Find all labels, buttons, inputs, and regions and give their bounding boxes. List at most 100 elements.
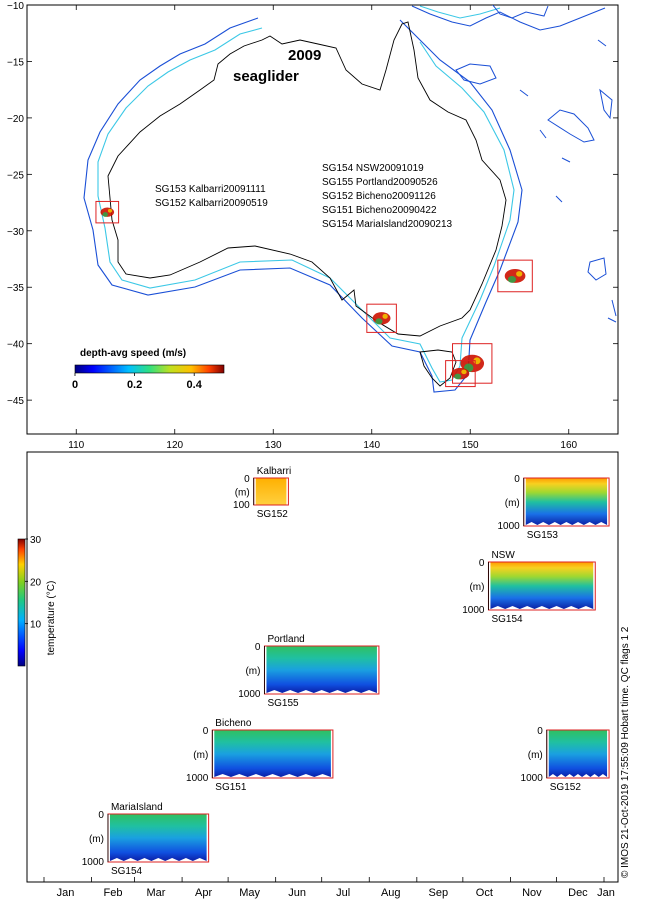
temperature-colorbar: 10 20 30 temperature (°C) (17, 535, 57, 667)
section-site-label: NSW (491, 550, 515, 561)
section-bottom-edge (490, 606, 594, 610)
month-label: Jan (57, 887, 75, 899)
section-sg153: 0 (m) 1000 SG153 (498, 474, 610, 541)
coral-sea-reefs (519, 39, 617, 323)
glider-track-mid (107, 208, 113, 213)
section-glider-label: SG153 (527, 530, 559, 541)
west-deployment-label: SG153 Kalbarri20091111 (155, 184, 266, 195)
section-data (548, 730, 608, 778)
section-depth-bottom: 1000 (521, 773, 544, 784)
section-bottom-edge (548, 774, 608, 778)
month-label: May (239, 887, 260, 899)
region-mariaisland (445, 360, 476, 388)
map-y-tick-label: −25 (7, 170, 24, 181)
glider-track-mid (516, 271, 523, 277)
section-site-label: MariaIsland (111, 802, 163, 813)
map-x-tick-label: 110 (68, 440, 84, 451)
glider-track-mid (382, 313, 388, 319)
map-x-tick-label: 150 (462, 440, 479, 451)
section-depth-top: 0 (203, 726, 209, 737)
glider-track-slow (454, 373, 462, 380)
section-glider-label: SG155 (267, 698, 299, 709)
tasmania-coastline (419, 349, 457, 387)
map-y-tick-label: −20 (7, 114, 24, 125)
speed-colorbar-ticks: 0 0.2 0.4 (72, 373, 203, 391)
map-y-tick-label: −15 (7, 57, 24, 68)
section-depth-bottom: 1000 (82, 857, 105, 868)
section-depth-top: 0 (514, 474, 520, 485)
month-label: Nov (522, 887, 542, 899)
region-box (366, 303, 397, 333)
isobath-1000m-line (83, 17, 523, 393)
month-label: Jun (288, 887, 306, 899)
section-depth-unit: (m) (235, 488, 250, 499)
map-x-tick-label: 160 (560, 440, 577, 451)
region-nsw (497, 259, 533, 293)
month-label: Dec (568, 887, 588, 899)
month-label: Jan (597, 887, 615, 899)
section-sg152: 0 (m) 1000 SG152 (521, 726, 610, 793)
region-box (445, 360, 476, 388)
temperature-sections: 0(m)100KalbarriSG1520(m)1000SG1530(m)100… (82, 466, 610, 877)
speed-colorbar-tick-label: 0.4 (187, 379, 203, 391)
map-panel: 2009 seaglider SG153 Kalbarri20091111 SG… (7, 1, 619, 451)
temperature-colorbar-bar (17, 538, 26, 667)
papua-coast-detail (492, 5, 549, 19)
section-bottom-edge (266, 690, 377, 694)
section-glider-label: SG151 (215, 782, 247, 793)
section-data (525, 478, 608, 526)
region-box (497, 259, 533, 293)
month-label: Jul (336, 887, 350, 899)
speed-colorbar-tick-label: 0 (72, 379, 78, 391)
month-label: Apr (195, 887, 212, 899)
glider-track-mid (461, 369, 467, 375)
east-deployment-label: SG155 Portland20090526 (322, 177, 438, 188)
new-caledonia-outline (547, 109, 595, 143)
temperature-colorbar-ticks: 10 20 30 (25, 535, 42, 631)
glider-track-slow (507, 275, 517, 283)
east-deployment-label: SG152 Bicheno20091126 (322, 191, 436, 202)
map-y-tick-label: −45 (7, 396, 24, 407)
map-title-year: 2009 (288, 47, 321, 64)
month-axis: Jan Feb Mar Apr May Jun Jul Aug Sep Oct Nov Dec Jan (43, 877, 615, 899)
section-site-label: Kalbarri (257, 466, 291, 477)
map-y-tick-label: −35 (7, 283, 24, 294)
speed-colorbar-label: depth-avg speed (m/s) (80, 348, 186, 359)
section-site-label: Bicheno (215, 718, 252, 729)
month-label: Aug (381, 887, 401, 899)
temperature-colorbar-tick-label: 20 (30, 577, 42, 588)
section-depth-bottom: 1000 (186, 773, 209, 784)
map-x-tick-label: 120 (166, 440, 183, 451)
section-sg154: 0 (m) 1000 NSW SG154 (462, 550, 596, 625)
section-depth-top: 0 (244, 474, 250, 485)
speed-colorbar-bar (74, 364, 225, 374)
map-y-tick-label: −30 (7, 227, 24, 238)
map-x-tick-label: 140 (363, 440, 380, 451)
australia-coastline (107, 21, 507, 337)
temperature-colorbar-label: temperature (°C) (46, 581, 57, 656)
section-bottom-edge (109, 858, 207, 862)
section-depth-unit: (m) (193, 750, 208, 761)
section-sg152: 0 (m)100 Kalbarri SG152 (233, 466, 291, 520)
section-depth-bottom: 100 (233, 500, 250, 511)
glider-track-slow (375, 318, 383, 325)
section-data (266, 646, 377, 694)
region-box (452, 343, 493, 384)
section-depth-unit: (m) (89, 834, 104, 845)
section-depth-bottom: 1000 (462, 605, 485, 616)
new-guinea-shelf (419, 5, 501, 19)
map-y-tick-label: −40 (7, 340, 24, 351)
map-x-tick-label: 130 (265, 440, 282, 451)
section-sg155: 0 (m) 1000 Portland SG155 (238, 634, 380, 709)
map-x-axis: 110 120 130 140 150 160 (68, 5, 578, 451)
section-depth-unit: (m) (245, 666, 260, 677)
section-depth-top: 0 (255, 642, 261, 653)
fiji-shelf-outline (455, 63, 497, 85)
region-kalbarri (95, 200, 120, 224)
month-label: Feb (104, 887, 123, 899)
section-glider-label: SG154 (491, 614, 523, 625)
section-glider-label: SG152 (550, 782, 582, 793)
section-depth-unit: (m) (469, 582, 484, 593)
speed-colorbar: depth-avg speed (m/s) 0 0.2 0.4 (72, 348, 225, 391)
